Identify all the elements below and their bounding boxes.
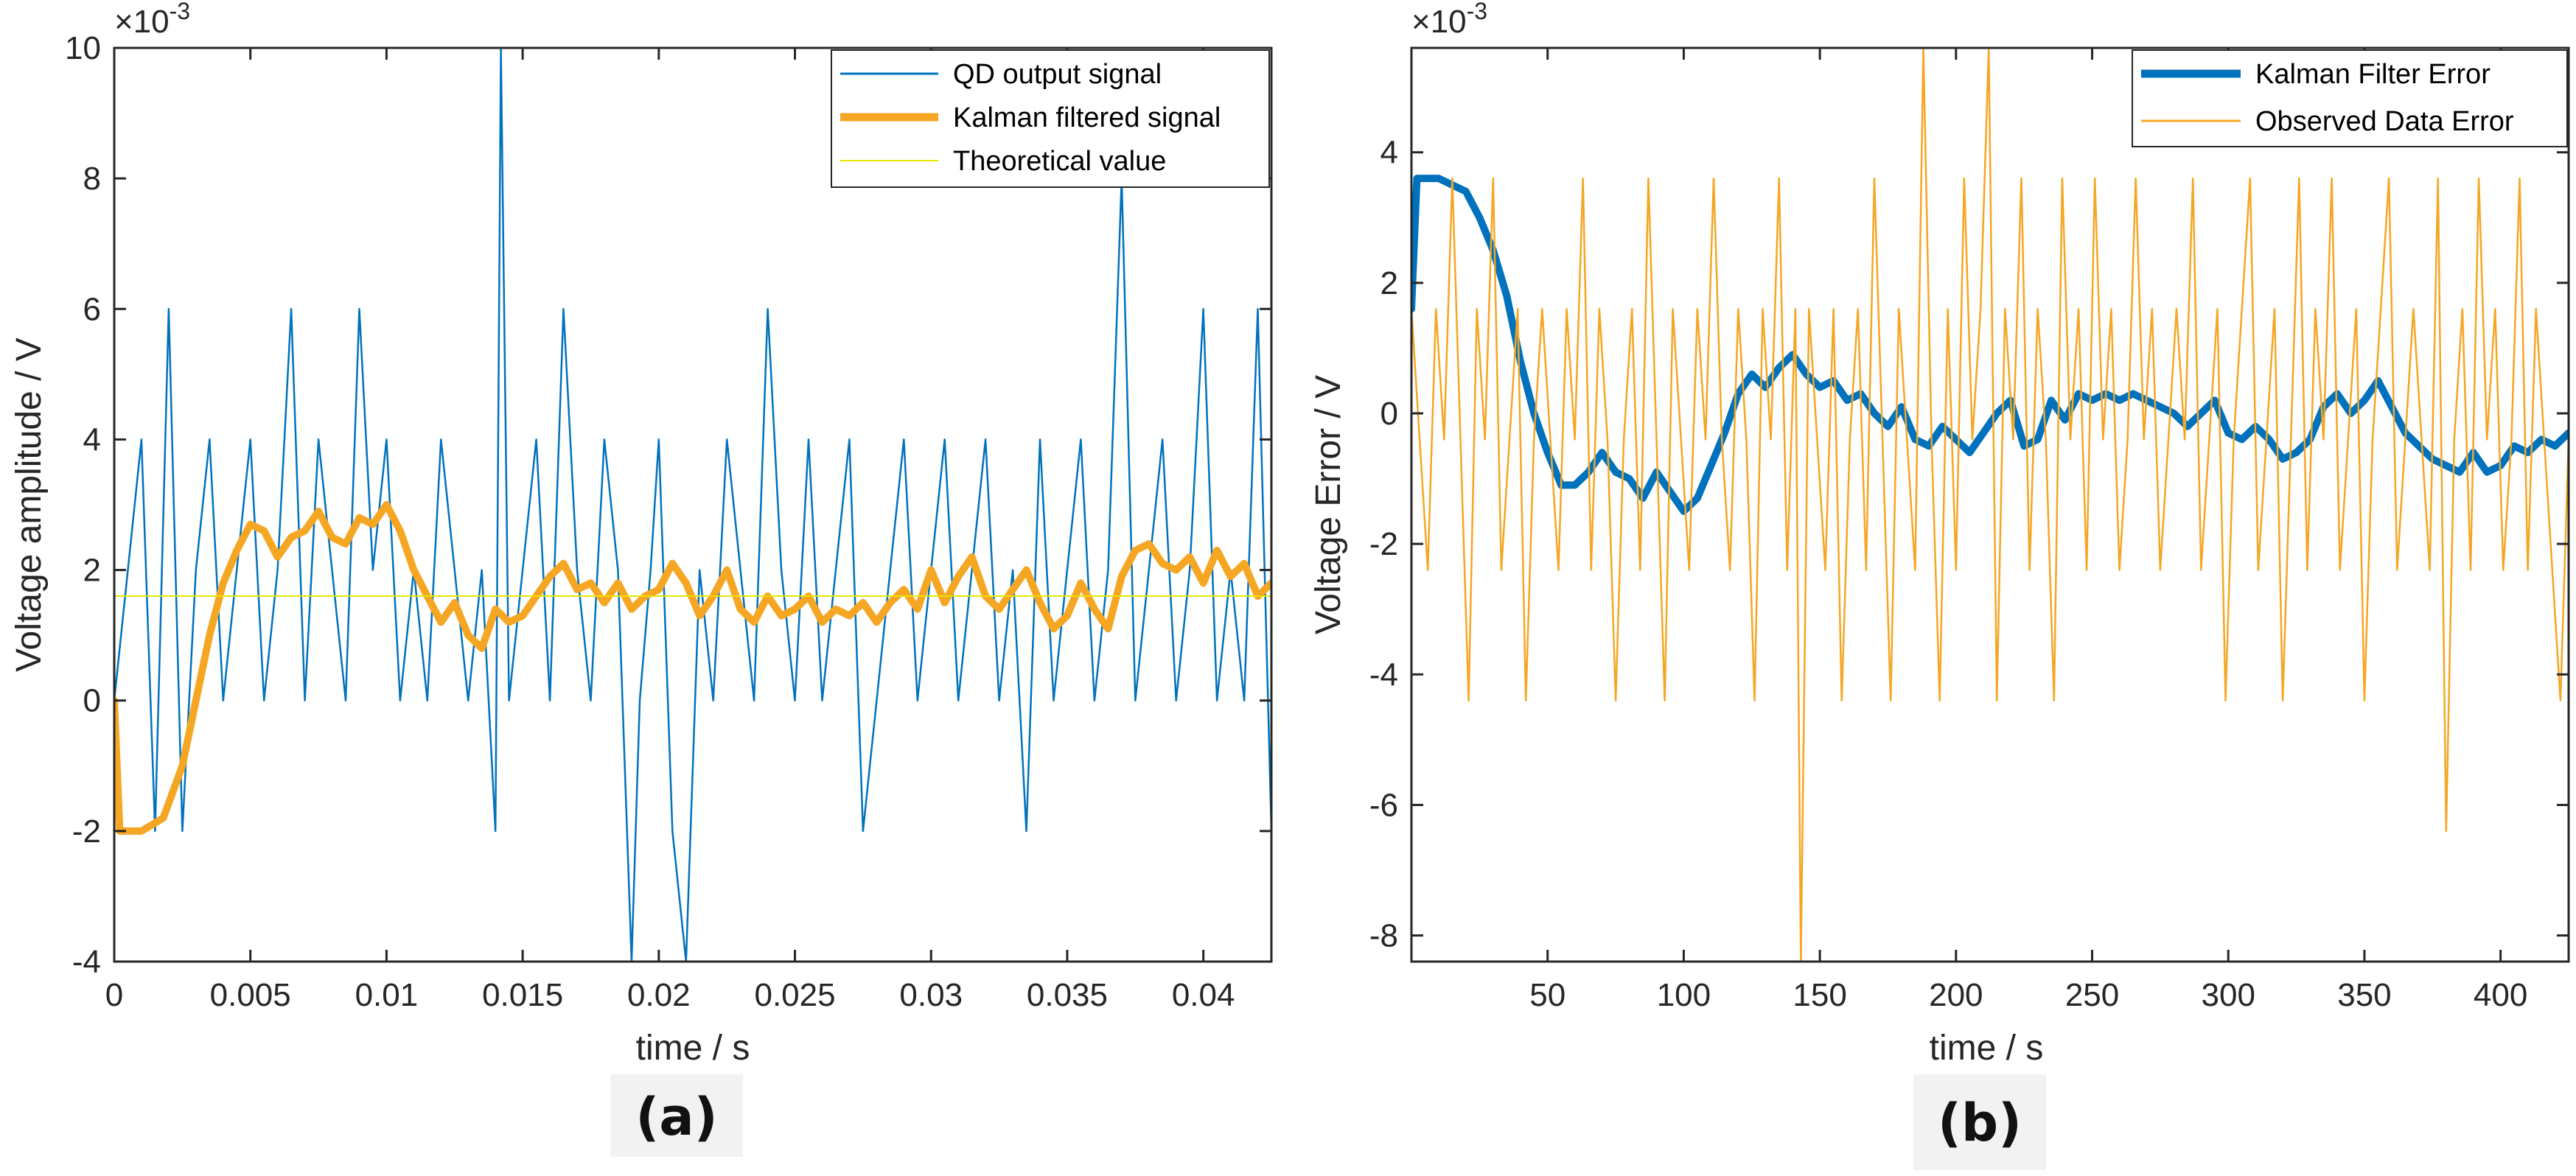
panel-tag-b: (b) <box>1938 1093 2022 1153</box>
y-tick-label-a: -2 <box>72 813 101 850</box>
x-tick-label-b: 250 <box>2065 977 2119 1013</box>
y-axis-label-b: Voltage Error / V <box>1309 375 1348 634</box>
legend-label-theoretical: Theoretical value <box>953 146 1166 177</box>
legend-label-kalman-error: Kalman Filter Error <box>2255 59 2491 90</box>
y-tick-label-a: -4 <box>72 944 101 980</box>
axes-box-a <box>113 46 1273 963</box>
y-tick-label-b: 4 <box>1381 135 1398 171</box>
series-line-a-1 <box>114 501 1271 835</box>
series-line-a-0 <box>114 48 1271 962</box>
x-tick-label-a: 0.015 <box>482 977 563 1013</box>
y-exponent-b: ×10-3 <box>1411 0 1487 40</box>
y-tick-label-b: 0 <box>1381 396 1398 432</box>
x-tick-label-b: 300 <box>2202 977 2255 1013</box>
legend-b: Kalman Filter Error Observed Data Error <box>2132 49 2568 147</box>
panel-tag-bg-b <box>1913 1074 2046 1170</box>
y-tick-label-a: 2 <box>83 553 101 589</box>
legend-label-observed-error: Observed Data Error <box>2255 106 2514 137</box>
legend-a: QD output signal Kalman filtered signal … <box>831 49 1270 188</box>
y-exponent-a: ×10-3 <box>114 0 190 40</box>
y-tick-label-b: -6 <box>1369 787 1398 823</box>
chart-b: 50 100 150 200 250 300 350 400 -8 -6 -4 -2 0 2 4 ×10-3… <box>1309 0 2570 1170</box>
panel-tag-a: (a) <box>635 1087 717 1147</box>
series-line-b-0 <box>1411 175 2569 515</box>
y-tick-label-a: 0 <box>83 683 101 719</box>
chart-b-series <box>1411 48 2569 962</box>
y-tick-label-a: 10 <box>65 30 101 66</box>
y-tick-label-b: 2 <box>1381 265 1398 301</box>
chart-b-ticks: 50 100 150 200 250 300 350 400 -8 -6 -4 -2 0 2 4 <box>1369 48 2569 1013</box>
x-tick-label-a: 0.03 <box>899 977 963 1013</box>
chart-a: 0 0.005 0.01 0.015 0.02 0.025 0.03 0.035 0.04 -4 -… <box>10 0 1273 1157</box>
y-tick-label-b: -2 <box>1369 526 1398 562</box>
x-tick-label-a: 0.005 <box>210 977 291 1013</box>
chart-a-series <box>114 48 1271 962</box>
x-tick-label-a: 0.02 <box>627 977 691 1013</box>
series-line-b-1 <box>1411 48 2569 962</box>
y-tick-label-a: 4 <box>83 421 101 458</box>
x-axis-label-a: time / s <box>636 1029 750 1068</box>
y-tick-label-a: 8 <box>83 161 101 197</box>
x-axis-label-b: time / s <box>1930 1029 2044 1068</box>
legend-box-b <box>2132 49 2568 147</box>
legend-label-qd: QD output signal <box>953 59 1162 90</box>
chart-a-ticks: 0 0.005 0.01 0.015 0.02 0.025 0.03 0.035 0.04 -4 -… <box>65 30 1271 1013</box>
x-tick-label-a: 0.035 <box>1027 977 1108 1013</box>
y-axis-label-a: Voltage amplitude / V <box>10 337 49 672</box>
axes-box-b <box>1410 46 2570 963</box>
x-tick-label-b: 50 <box>1529 977 1566 1013</box>
x-tick-label-a: 0 <box>105 977 123 1013</box>
x-tick-label-a: 0.01 <box>355 977 419 1013</box>
x-tick-label-b: 350 <box>2337 977 2391 1013</box>
x-tick-label-b: 400 <box>2474 977 2527 1013</box>
x-tick-label-b: 100 <box>1657 977 1711 1013</box>
x-tick-label-b: 150 <box>1793 977 1846 1013</box>
x-tick-label-a: 0.04 <box>1172 977 1235 1013</box>
plot-area-a <box>114 48 1271 962</box>
panel-tag-bg-a <box>610 1074 743 1157</box>
legend-label-kalman: Kalman filtered signal <box>953 102 1221 133</box>
y-tick-label-b: -4 <box>1369 657 1398 693</box>
x-tick-label-b: 200 <box>1929 977 1983 1013</box>
y-tick-label-b: -8 <box>1369 918 1398 954</box>
x-tick-label-a: 0.025 <box>754 977 835 1013</box>
y-tick-label-a: 6 <box>83 291 101 327</box>
